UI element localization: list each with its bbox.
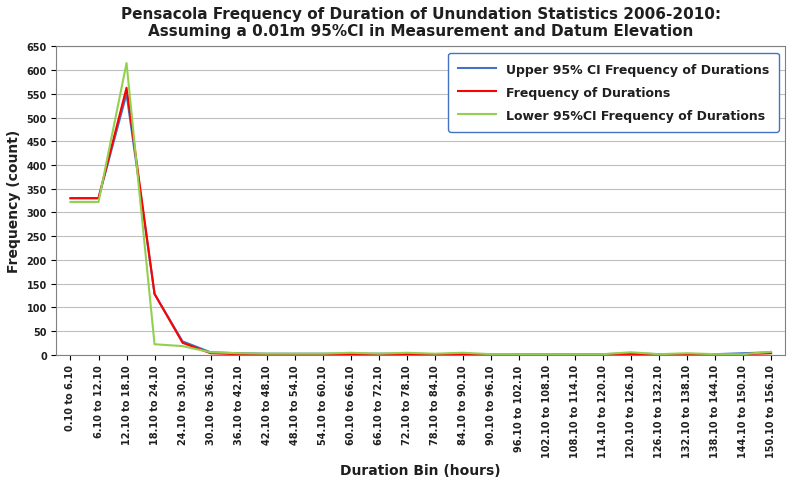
Frequency of Durations: [290, 351, 299, 357]
Lower 95%CI Frequency of Durations: [206, 349, 215, 355]
Lower 95%CI Frequency of Durations: [767, 349, 776, 355]
Lower 95%CI Frequency of Durations: [374, 351, 383, 357]
Upper 95% CI Frequency of Durations: [178, 339, 188, 345]
Frequency of Durations: [346, 351, 356, 357]
Lower 95%CI Frequency of Durations: [93, 200, 103, 206]
Upper 95% CI Frequency of Durations: [514, 351, 524, 357]
Frequency of Durations: [93, 196, 103, 202]
Lower 95%CI Frequency of Durations: [486, 351, 496, 357]
Frequency of Durations: [570, 352, 580, 358]
Upper 95% CI Frequency of Durations: [458, 351, 467, 357]
Lower 95%CI Frequency of Durations: [682, 350, 691, 356]
Lower 95%CI Frequency of Durations: [738, 351, 748, 357]
Frequency of Durations: [122, 86, 131, 91]
Line: Frequency of Durations: Frequency of Durations: [70, 89, 771, 355]
Lower 95%CI Frequency of Durations: [626, 349, 636, 355]
Upper 95% CI Frequency of Durations: [290, 351, 299, 357]
Lower 95%CI Frequency of Durations: [570, 351, 580, 357]
Upper 95% CI Frequency of Durations: [93, 196, 103, 202]
Frequency of Durations: [767, 350, 776, 356]
Frequency of Durations: [486, 352, 496, 358]
Upper 95% CI Frequency of Durations: [430, 351, 440, 357]
Lower 95%CI Frequency of Durations: [318, 351, 327, 357]
Frequency of Durations: [150, 291, 159, 297]
Upper 95% CI Frequency of Durations: [570, 351, 580, 357]
Line: Lower 95%CI Frequency of Durations: Lower 95%CI Frequency of Durations: [70, 64, 771, 354]
Lower 95%CI Frequency of Durations: [234, 350, 243, 356]
Frequency of Durations: [458, 352, 467, 358]
Lower 95%CI Frequency of Durations: [514, 351, 524, 357]
Lower 95%CI Frequency of Durations: [430, 351, 440, 357]
Frequency of Durations: [710, 352, 720, 358]
Lower 95%CI Frequency of Durations: [122, 61, 131, 67]
Frequency of Durations: [206, 350, 215, 356]
Frequency of Durations: [234, 351, 243, 357]
Frequency of Durations: [598, 352, 607, 358]
Line: Upper 95% CI Frequency of Durations: Upper 95% CI Frequency of Durations: [70, 95, 771, 355]
Lower 95%CI Frequency of Durations: [598, 351, 607, 357]
Frequency of Durations: [430, 352, 440, 358]
Title: Pensacola Frequency of Duration of Unundation Statistics 2006-2010:
Assuming a 0: Pensacola Frequency of Duration of Unund…: [120, 7, 721, 39]
Frequency of Durations: [318, 352, 327, 358]
Lower 95%CI Frequency of Durations: [654, 351, 664, 357]
Upper 95% CI Frequency of Durations: [150, 291, 159, 297]
Upper 95% CI Frequency of Durations: [374, 351, 383, 357]
Lower 95%CI Frequency of Durations: [542, 351, 551, 357]
Lower 95%CI Frequency of Durations: [290, 351, 299, 357]
X-axis label: Duration Bin (hours): Duration Bin (hours): [341, 463, 501, 477]
Lower 95%CI Frequency of Durations: [346, 350, 356, 356]
Upper 95% CI Frequency of Durations: [262, 351, 272, 357]
Lower 95%CI Frequency of Durations: [178, 344, 188, 349]
Frequency of Durations: [514, 352, 524, 358]
Frequency of Durations: [262, 352, 272, 358]
Upper 95% CI Frequency of Durations: [598, 351, 607, 357]
Frequency of Durations: [178, 340, 188, 346]
Upper 95% CI Frequency of Durations: [122, 92, 131, 98]
Upper 95% CI Frequency of Durations: [682, 351, 691, 357]
Upper 95% CI Frequency of Durations: [710, 351, 720, 357]
Upper 95% CI Frequency of Durations: [767, 349, 776, 355]
Lower 95%CI Frequency of Durations: [402, 350, 412, 356]
Upper 95% CI Frequency of Durations: [234, 350, 243, 356]
Lower 95%CI Frequency of Durations: [66, 200, 75, 206]
Lower 95%CI Frequency of Durations: [458, 350, 467, 356]
Legend: Upper 95% CI Frequency of Durations, Frequency of Durations, Lower 95%CI Frequen: Upper 95% CI Frequency of Durations, Fre…: [448, 54, 779, 133]
Frequency of Durations: [738, 351, 748, 357]
Frequency of Durations: [66, 196, 75, 202]
Upper 95% CI Frequency of Durations: [318, 351, 327, 357]
Upper 95% CI Frequency of Durations: [738, 350, 748, 356]
Frequency of Durations: [682, 351, 691, 357]
Frequency of Durations: [402, 351, 412, 357]
Upper 95% CI Frequency of Durations: [402, 351, 412, 357]
Upper 95% CI Frequency of Durations: [542, 351, 551, 357]
Lower 95%CI Frequency of Durations: [710, 351, 720, 357]
Frequency of Durations: [374, 352, 383, 358]
Lower 95%CI Frequency of Durations: [150, 342, 159, 348]
Frequency of Durations: [542, 352, 551, 358]
Frequency of Durations: [626, 351, 636, 357]
Frequency of Durations: [654, 352, 664, 358]
Upper 95% CI Frequency of Durations: [654, 351, 664, 357]
Upper 95% CI Frequency of Durations: [206, 349, 215, 355]
Upper 95% CI Frequency of Durations: [486, 352, 496, 358]
Lower 95%CI Frequency of Durations: [262, 351, 272, 357]
Upper 95% CI Frequency of Durations: [66, 196, 75, 202]
Y-axis label: Frequency (count): Frequency (count): [7, 130, 21, 272]
Upper 95% CI Frequency of Durations: [346, 351, 356, 357]
Upper 95% CI Frequency of Durations: [626, 350, 636, 356]
